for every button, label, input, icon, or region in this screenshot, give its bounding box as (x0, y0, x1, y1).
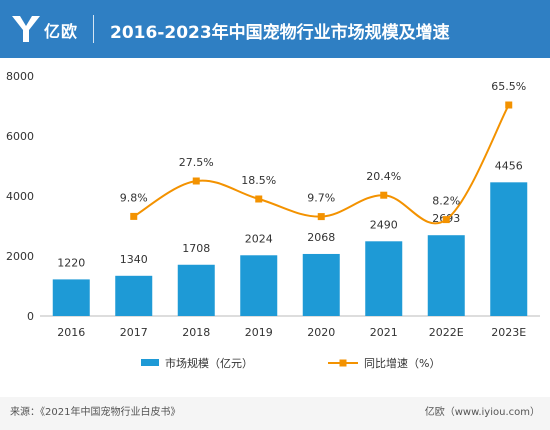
legend-line-label: 同比增速（%） (364, 356, 440, 370)
site-credit: 亿欧（www.iyiou.com） (424, 407, 540, 418)
x-tick-label: 2019 (245, 326, 273, 339)
rate-marker-2019 (255, 195, 263, 203)
bar-value-label: 1708 (182, 242, 210, 255)
bar-2019 (240, 255, 278, 316)
footer: 来源：《2021年中国宠物行业白皮书》 亿欧（www.iyiou.com） (0, 397, 550, 430)
rate-value-label: 8.2% (432, 195, 460, 208)
legend-bar-label: 市场规模（亿元） (165, 356, 253, 370)
rate-marker-2017 (130, 212, 138, 220)
header-banner: 亿欧 2016-2023年中国宠物行业市场规模及增速 (0, 0, 550, 58)
bar-2022E (427, 235, 465, 316)
y-tick-label: 8000 (6, 70, 34, 83)
bar-value-label: 1220 (57, 256, 85, 269)
yiou-logo-icon (12, 16, 40, 42)
bar-value-label: 4456 (495, 159, 523, 172)
rate-marker-2023E (505, 101, 513, 109)
rate-marker-2022E (442, 216, 450, 224)
bar-value-label: 1340 (120, 253, 148, 266)
bar-2016 (52, 279, 90, 316)
x-tick-label: 2021 (370, 326, 398, 339)
rate-marker-2020 (317, 213, 325, 221)
rate-value-label: 27.5% (179, 156, 214, 169)
brand-name: 亿欧 (44, 22, 79, 41)
rate-value-label: 20.4% (366, 170, 401, 183)
rate-value-label: 18.5% (241, 174, 276, 187)
chart-area: 0 2000 4000 6000 8000 1220 1340 1708 2024 2068 249… (6, 70, 540, 370)
y-tick-label: 0 (27, 310, 34, 323)
header-divider (93, 15, 94, 43)
bar-2023E (490, 182, 528, 316)
x-tick-label: 2023E (491, 326, 526, 339)
bar-2021 (365, 241, 403, 316)
y-tick-label: 2000 (6, 250, 34, 263)
x-tick-label: 2016 (57, 326, 85, 339)
rate-value-label: 9.7% (307, 192, 335, 205)
bar-2017 (115, 275, 153, 316)
rate-marker-2021 (380, 191, 388, 199)
y-tick-label: 4000 (6, 190, 34, 203)
rate-marker-2018 (192, 177, 200, 185)
x-tick-label: 2018 (182, 326, 210, 339)
bar-value-label: 2068 (307, 231, 335, 244)
rate-value-label: 9.8% (120, 191, 148, 204)
y-tick-label: 6000 (6, 130, 34, 143)
source-note: 来源：《2021年中国宠物行业白皮书》 (10, 407, 181, 418)
x-tick-label: 2017 (120, 326, 148, 339)
bar-value-label: 2490 (370, 218, 398, 231)
legend-bar-swatch (141, 359, 159, 366)
rate-value-label: 65.5% (491, 80, 526, 93)
bar-2020 (302, 253, 340, 316)
legend-line-marker (339, 359, 347, 367)
chart-title: 2016-2023年中国宠物行业市场规模及增速 (110, 23, 450, 43)
x-tick-label: 2022E (429, 326, 464, 339)
x-tick-label: 2020 (307, 326, 335, 339)
bar-value-label: 2024 (245, 232, 273, 245)
bar-2018 (177, 264, 215, 316)
